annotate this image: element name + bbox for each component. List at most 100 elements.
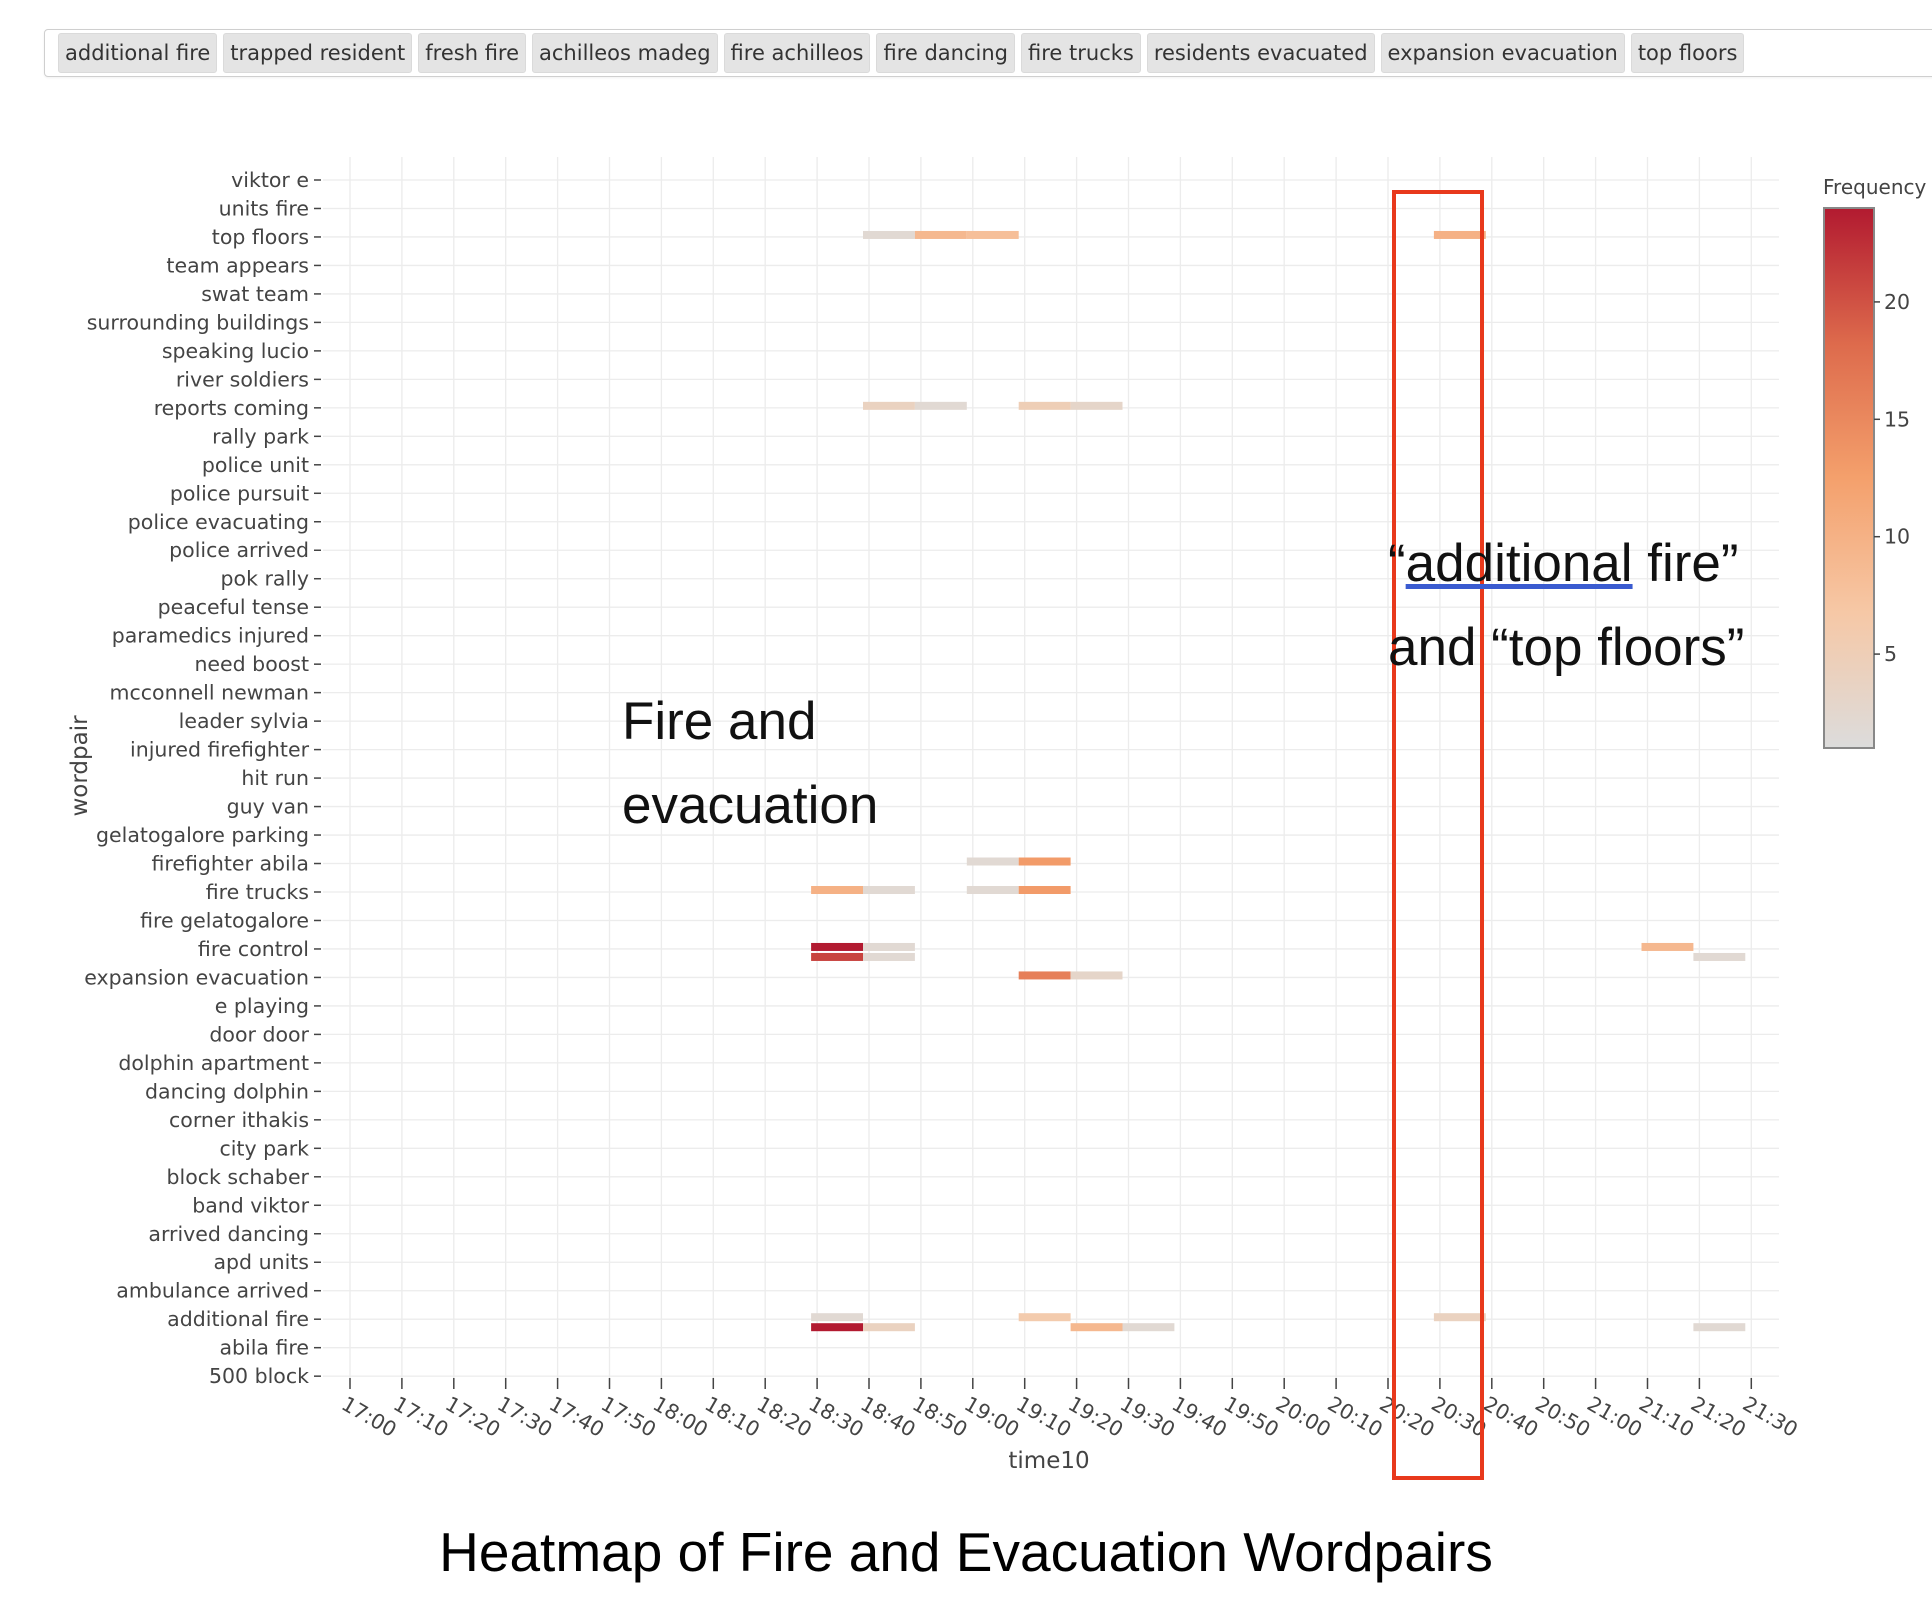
- heatmap-cell: [966, 857, 1019, 866]
- x-axis-ticks: 17:0017:1017:2017:3017:4017:5018:0018:10…: [338, 1378, 1802, 1442]
- heatmap-cell: [863, 401, 915, 410]
- y-tick-label: corner ithakis: [169, 1108, 309, 1132]
- colorbar-tick-label: 15: [1884, 407, 1910, 431]
- y-tick-label: firefighter abila: [151, 852, 309, 876]
- heatmap-cell: [1018, 401, 1071, 410]
- y-tick-label: additional fire: [167, 1307, 309, 1331]
- heatmap-cell: [863, 886, 915, 894]
- x-tick-label: 17:00: [338, 1392, 401, 1442]
- figure-caption: Heatmap of Fire and Evacuation Wordpairs: [439, 1521, 1493, 1583]
- y-tick-label: surrounding buildings: [87, 310, 309, 334]
- y-tick-label: e playing: [215, 994, 309, 1018]
- heatmap-cell: [1693, 1323, 1746, 1332]
- y-tick-label: units fire: [219, 196, 309, 220]
- filter-tag[interactable]: fire trucks: [1021, 33, 1141, 73]
- x-tick-label: 21:20: [1687, 1392, 1750, 1442]
- y-tick-label: dancing dolphin: [145, 1079, 309, 1103]
- y-tick-label: peaceful tense: [158, 595, 309, 619]
- heatmap-cell: [811, 942, 863, 951]
- filter-tag[interactable]: expansion evacuation: [1380, 33, 1625, 73]
- x-tick-label: 17:40: [545, 1392, 608, 1442]
- heatmap-cell: [811, 886, 863, 894]
- filter-tag-list: additional fire trapped resident fresh fir…: [58, 33, 1745, 73]
- filter-tag[interactable]: achilleos madeg: [532, 33, 718, 73]
- heatmap-cell: [811, 1313, 863, 1322]
- annotation-underlined-text: additional: [1405, 534, 1633, 593]
- y-tick-label: guy van: [227, 795, 309, 819]
- x-tick-label: 19:30: [1116, 1392, 1179, 1442]
- heatmap-cell: [811, 952, 863, 961]
- x-tick-label: 20:00: [1272, 1392, 1335, 1442]
- annotation-line: Fire and: [622, 692, 817, 751]
- colorbar-tick-label: 20: [1884, 290, 1910, 314]
- colorbar-tick-label: 5: [1884, 642, 1897, 666]
- y-tick-label: reports coming: [154, 396, 309, 420]
- heatmap-cell: [863, 230, 915, 239]
- y-tick-label: swat team: [201, 282, 309, 306]
- highlight-box: [1392, 190, 1484, 1480]
- y-tick-label: team appears: [166, 253, 309, 277]
- y-tick-label: expansion evacuation: [84, 965, 309, 989]
- y-axis-title: wordpair: [67, 715, 93, 817]
- y-tick-label: fire trucks: [206, 880, 309, 904]
- additional-fire-top-floors-annotation: “additional fire” and “top floors”: [1388, 522, 1744, 690]
- y-tick-label: apd units: [213, 1250, 309, 1274]
- y-tick-label: arrived dancing: [148, 1222, 309, 1246]
- heatmap-cell: [966, 886, 1019, 894]
- x-tick-label: 21:10: [1635, 1392, 1698, 1442]
- y-tick-label: rally park: [212, 424, 309, 448]
- y-tick-label: police pursuit: [170, 481, 309, 505]
- y-tick-label: need boost: [194, 652, 309, 676]
- x-tick-label: 19:50: [1220, 1392, 1283, 1442]
- x-tick-label: 18:10: [701, 1392, 764, 1442]
- heatmap-cell: [863, 1323, 915, 1332]
- colorbar-tick-label: 10: [1884, 525, 1910, 549]
- heatmap-cell: [1693, 952, 1746, 961]
- heatmap-cell: [914, 401, 967, 410]
- y-tick-label: dolphin apartment: [118, 1051, 309, 1075]
- x-tick-label: 17:10: [389, 1392, 452, 1442]
- heatmap-cell: [811, 1323, 863, 1332]
- y-tick-label: city park: [219, 1136, 309, 1160]
- x-tick-label: 18:40: [857, 1392, 920, 1442]
- y-tick-label: viktor e: [231, 168, 309, 192]
- filter-tag[interactable]: fire achilleos: [723, 33, 871, 73]
- x-tick-label: 18:20: [753, 1392, 816, 1442]
- x-tick-label: 19:20: [1064, 1392, 1127, 1442]
- y-tick-label: pok rally: [221, 567, 309, 591]
- y-tick-label: fire gelatogalore: [140, 908, 309, 932]
- y-tick-label: gelatogalore parking: [96, 823, 309, 847]
- y-tick-label: paramedics injured: [112, 624, 309, 648]
- filter-tag[interactable]: trapped resident: [223, 33, 413, 73]
- y-tick-label: injured firefighter: [130, 738, 310, 762]
- filter-tag[interactable]: additional fire: [58, 33, 218, 73]
- y-axis-ticks: viktor e units fire top floors team appears…: [84, 168, 321, 1388]
- filter-tag[interactable]: residents evacuated: [1146, 33, 1375, 73]
- annotation-line: evacuation: [622, 776, 879, 835]
- filter-tag[interactable]: top floors: [1630, 33, 1745, 73]
- filter-tag[interactable]: fresh fire: [418, 33, 527, 73]
- plot-grid: [323, 157, 1779, 1385]
- y-tick-label: block schaber: [167, 1165, 310, 1189]
- y-tick-label: police evacuating: [128, 510, 309, 534]
- heatmap-cell: [966, 230, 1019, 239]
- y-tick-label: mcconnell newman: [110, 681, 309, 705]
- heatmap-cell: [1070, 1323, 1123, 1332]
- x-tick-label: 17:30: [493, 1392, 556, 1442]
- y-tick-label: hit run: [241, 766, 309, 790]
- filter-tag[interactable]: fire dancing: [876, 33, 1016, 73]
- x-tick-label: 18:00: [649, 1392, 712, 1442]
- y-tick-label: leader sylvia: [179, 709, 309, 733]
- x-tick-label: 18:50: [908, 1392, 971, 1442]
- x-tick-label: 19:40: [1168, 1392, 1231, 1442]
- heatmap-cell: [1070, 971, 1123, 980]
- x-tick-label: 21:30: [1739, 1392, 1802, 1442]
- heatmap-cell: [1070, 401, 1123, 410]
- heatmap-cells: [811, 230, 1746, 1332]
- x-tick-label: 20:50: [1531, 1392, 1594, 1442]
- heatmap-cell: [1018, 886, 1071, 894]
- x-tick-label: 18:30: [805, 1392, 868, 1442]
- wordpair-filter-bar[interactable]: additional fire trapped resident fresh fir…: [44, 29, 1932, 77]
- heatmap-cell: [1018, 857, 1071, 866]
